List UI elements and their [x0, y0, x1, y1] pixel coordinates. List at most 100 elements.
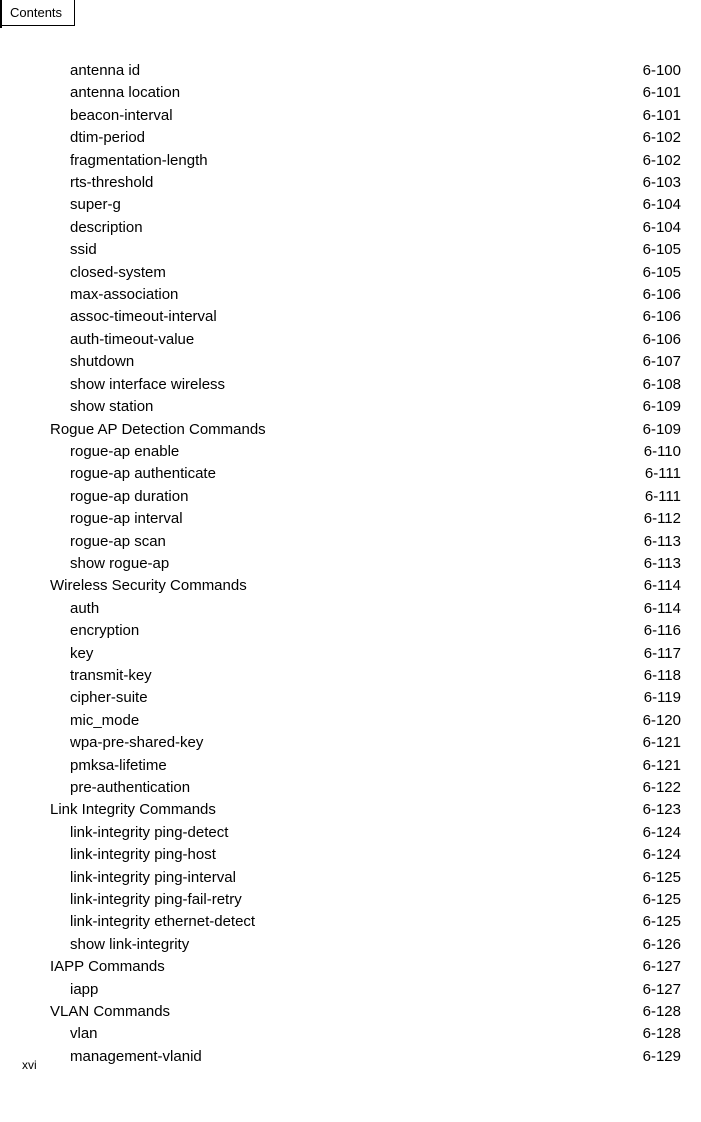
toc-page: 6-102 [633, 150, 681, 172]
toc-row: rts-threshold 6-103 [50, 172, 681, 194]
toc-page: 6-114 [634, 575, 681, 597]
toc-row: dtim-period6-102 [50, 127, 681, 149]
toc-row: vlan6-128 [50, 1023, 681, 1045]
toc-label: link-integrity ping-interval [70, 867, 236, 889]
toc-row: link-integrity ping-detect 6-124 [50, 822, 681, 844]
toc-row: management-vlanid6-129 [50, 1046, 681, 1068]
toc-page: 6-125 [633, 889, 681, 911]
toc-label: Rogue AP Detection Commands [50, 419, 266, 441]
toc-page: 6-103 [633, 172, 681, 194]
toc-page: 6-108 [633, 374, 681, 396]
toc-page: 6-127 [633, 956, 681, 978]
toc-label: beacon-interval [70, 105, 173, 127]
toc-row: antenna id 6-100 [50, 60, 681, 82]
toc-row: rogue-ap scan 6-113 [50, 531, 681, 553]
toc-row: show rogue-ap 6-113 [50, 553, 681, 575]
toc-row: show station6-109 [50, 396, 681, 418]
toc-row: VLAN Commands 6-128 [50, 1001, 681, 1023]
toc-label: auth-timeout-value [70, 329, 194, 351]
toc-label: rogue-ap scan [70, 531, 166, 553]
toc-label: iapp [70, 979, 98, 1001]
toc-page: 6-106 [633, 284, 681, 306]
toc-label: show link-integrity [70, 934, 189, 956]
toc-label: show interface wireless [70, 374, 225, 396]
toc-page: 6-120 [633, 710, 681, 732]
toc-page: 6-106 [633, 306, 681, 328]
toc-page: 6-105 [633, 262, 681, 284]
toc-row: auth-timeout-value6-106 [50, 329, 681, 351]
toc-label: dtim-period [70, 127, 145, 149]
toc-label: rogue-ap interval [70, 508, 183, 530]
toc-label: pmksa-lifetime [70, 755, 167, 777]
toc-label: Link Integrity Commands [50, 799, 216, 821]
toc-page: 6-127 [633, 979, 681, 1001]
toc-page: 6-121 [633, 755, 681, 777]
toc-row: ssid6-105 [50, 239, 681, 261]
toc-page: 6-101 [633, 105, 681, 127]
toc-label: IAPP Commands [50, 956, 165, 978]
toc-row: encryption6-116 [50, 620, 681, 642]
toc-label: description [70, 217, 143, 239]
toc-row: show interface wireless 6-108 [50, 374, 681, 396]
toc-page: 6-126 [633, 934, 681, 956]
toc-row: transmit-key6-118 [50, 665, 681, 687]
toc-page: 6-105 [633, 239, 681, 261]
toc-page: 6-104 [633, 194, 681, 216]
toc-page: 6-117 [634, 643, 681, 665]
toc-page: 6-111 [635, 486, 681, 508]
toc-page: 6-114 [634, 598, 681, 620]
toc-row: link-integrity ping-host 6-124 [50, 844, 681, 866]
toc-row: rogue-ap duration6-111 [50, 486, 681, 508]
toc-page: 6-124 [633, 844, 681, 866]
toc-page: 6-128 [633, 1001, 681, 1023]
toc-row: key 6-117 [50, 643, 681, 665]
toc-row: closed-system6-105 [50, 262, 681, 284]
toc-row: link-integrity ping-fail-retry 6-125 [50, 889, 681, 911]
contents-tab-label: Contents [10, 5, 62, 20]
toc-page: 6-109 [633, 419, 681, 441]
toc-page: 6-100 [633, 60, 681, 82]
toc-label: mic_mode [70, 710, 139, 732]
toc-label: key [70, 643, 93, 665]
toc-row: pmksa-lifetime 6-121 [50, 755, 681, 777]
toc-row: Wireless Security Commands 6-114 [50, 575, 681, 597]
toc-label: link-integrity ping-fail-retry [70, 889, 242, 911]
toc-label: pre-authentication [70, 777, 190, 799]
toc-label: cipher-suite [70, 687, 148, 709]
toc-label: show rogue-ap [70, 553, 169, 575]
toc-row: antenna location 6-101 [50, 82, 681, 104]
toc-row: mic_mode 6-120 [50, 710, 681, 732]
toc-page: 6-124 [633, 822, 681, 844]
toc-row: Rogue AP Detection Commands 6-109 [50, 419, 681, 441]
toc-row: cipher-suite6-119 [50, 687, 681, 709]
toc-label: antenna id [70, 60, 140, 82]
toc-page: 6-109 [633, 396, 681, 418]
toc-page: 6-113 [634, 553, 681, 575]
toc-row: iapp 6-127 [50, 979, 681, 1001]
toc-label: wpa-pre-shared-key [70, 732, 203, 754]
toc-label: link-integrity ping-detect [70, 822, 228, 844]
toc-label: antenna location [70, 82, 180, 104]
toc-row: super-g6-104 [50, 194, 681, 216]
toc-row: link-integrity ethernet-detect6-125 [50, 911, 681, 933]
toc-row: description6-104 [50, 217, 681, 239]
toc-label: link-integrity ethernet-detect [70, 911, 255, 933]
toc-page: 6-110 [634, 441, 681, 463]
toc-row: IAPP Commands 6-127 [50, 956, 681, 978]
toc-row: assoc-timeout-interval6-106 [50, 306, 681, 328]
toc-page: 6-101 [633, 82, 681, 104]
toc-row: pre-authentication6-122 [50, 777, 681, 799]
toc-page: 6-121 [633, 732, 681, 754]
toc-content: antenna id 6-100 antenna location 6-101 beac… [50, 60, 681, 1068]
toc-row: shutdown6-107 [50, 351, 681, 373]
toc-label: vlan [70, 1023, 98, 1045]
toc-label: link-integrity ping-host [70, 844, 216, 866]
toc-row: show link-integrity 6-126 [50, 934, 681, 956]
toc-page: 6-113 [634, 531, 681, 553]
toc-label: VLAN Commands [50, 1001, 170, 1023]
toc-label: Wireless Security Commands [50, 575, 247, 597]
toc-row: rogue-ap interval6-112 [50, 508, 681, 530]
toc-page: 6-107 [633, 351, 681, 373]
toc-label: transmit-key [70, 665, 152, 687]
toc-label: rts-threshold [70, 172, 153, 194]
